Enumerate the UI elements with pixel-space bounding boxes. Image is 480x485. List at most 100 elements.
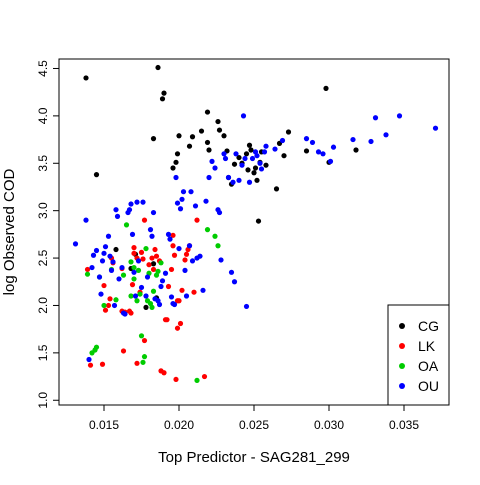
point-cg [198, 128, 205, 134]
point-lk [141, 337, 148, 344]
point-lk [179, 287, 185, 293]
point-ou [350, 136, 356, 143]
point-ou [107, 253, 113, 259]
point-lk [84, 266, 91, 273]
point-ou [126, 207, 133, 213]
legend-label-ou: OU [418, 378, 439, 394]
point-ou [303, 136, 310, 142]
point-ou [279, 137, 286, 144]
point-ou [129, 231, 136, 237]
point-ou [327, 158, 334, 164]
point-ou [140, 199, 146, 205]
point-oa [215, 243, 221, 249]
point-ou [309, 139, 316, 146]
point-cg [216, 127, 223, 133]
point-lk [128, 310, 134, 316]
point-ou [134, 199, 140, 205]
point-oa [123, 222, 130, 228]
point-lk [176, 298, 182, 304]
point-cg [206, 147, 212, 153]
point-cg [221, 133, 227, 139]
point-ou [368, 138, 374, 145]
point-lk [170, 243, 176, 249]
point-ou [83, 217, 89, 223]
point-ou [192, 203, 199, 209]
point-lk [191, 289, 197, 295]
x-axis-label: Top Predictor - SAG281_299 [158, 449, 350, 466]
point-oa [138, 333, 145, 339]
point-cg [215, 118, 221, 125]
point-lk [170, 232, 176, 238]
point-ou [108, 267, 115, 273]
point-ou [144, 274, 151, 280]
x-axis: 0.015 0.020 0.025 0.030 0.035 [89, 405, 419, 432]
point-cg [83, 75, 89, 81]
point-ou [99, 258, 106, 264]
point-oa [204, 227, 211, 233]
point-oa [93, 344, 100, 350]
point-cg [189, 134, 196, 140]
point-ou [183, 293, 190, 299]
point-oa [150, 288, 157, 294]
point-cg [176, 133, 182, 139]
legend-label-lk: LK [418, 338, 436, 354]
point-oa [194, 377, 200, 383]
point-cg [255, 218, 262, 224]
point-lk [165, 283, 172, 290]
point-lk [182, 257, 188, 263]
point-ou [162, 270, 169, 276]
point-lk [173, 376, 179, 383]
point-cg [245, 167, 251, 173]
point-ou [173, 174, 179, 181]
point-ou [102, 244, 109, 250]
point-lk [194, 217, 200, 223]
point-ou [167, 236, 173, 242]
point-ou [89, 264, 95, 271]
point-ou [182, 267, 188, 273]
point-ou [209, 158, 215, 164]
point-ou [246, 179, 253, 185]
point-cg [150, 136, 157, 142]
legend-label-cg: CG [418, 318, 439, 334]
point-ou [113, 207, 119, 213]
point-ou [90, 252, 97, 258]
point-lk [177, 320, 184, 327]
point-ou [132, 293, 139, 299]
point-lk [101, 282, 107, 289]
point-oa [84, 271, 91, 277]
point-ou [156, 301, 163, 308]
point-ou [216, 209, 223, 216]
point-ou [171, 301, 178, 308]
point-ou [180, 189, 187, 195]
point-ou [228, 269, 235, 275]
point-lk [131, 250, 137, 256]
point-lk [183, 251, 190, 257]
point-ou [258, 166, 265, 172]
point-cg [159, 96, 166, 102]
point-ou [263, 143, 269, 149]
point-ou [186, 243, 193, 249]
point-cg [186, 143, 193, 149]
point-oa [120, 272, 127, 278]
point-ou [212, 165, 218, 171]
point-oa [155, 268, 161, 274]
y-tick-label: 3.5 [36, 155, 50, 172]
point-ou [206, 174, 212, 181]
point-ou [122, 311, 128, 317]
legend-marker-lk [399, 343, 405, 349]
point-lk [150, 266, 157, 273]
point-ou [230, 179, 236, 185]
point-ou [233, 151, 239, 157]
point-ou [188, 189, 194, 195]
y-tick-label: 1.0 [36, 392, 50, 409]
point-cg [285, 129, 292, 135]
x-tick-label: 0.015 [89, 418, 119, 432]
point-lk [174, 325, 181, 331]
point-oa [131, 264, 137, 271]
point-cg [243, 151, 250, 157]
point-ou [254, 153, 260, 159]
point-cg [231, 161, 238, 167]
point-ou [149, 233, 155, 239]
legend-label-oa: OA [418, 358, 439, 374]
point-ou [203, 198, 209, 204]
